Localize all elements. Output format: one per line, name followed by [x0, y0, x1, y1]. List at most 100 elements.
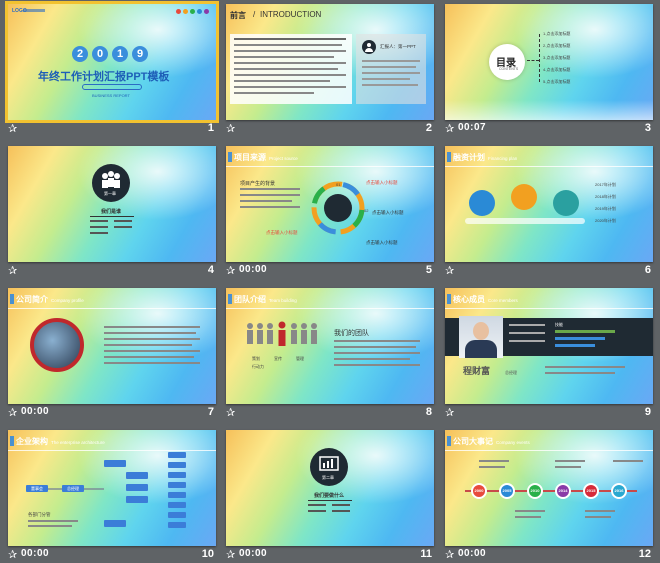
plan-item: 2017年计划	[595, 182, 616, 187]
slide-number: 3	[644, 122, 651, 134]
slide-header: 公司简介 Company profile	[16, 295, 84, 304]
slide-timing: 00:07	[458, 122, 487, 133]
toc-item: 2.点击添加标题	[543, 43, 571, 48]
reporter-label: 汇报人：第一PPT	[380, 44, 416, 49]
slide-thumbnail-10[interactable]: 企业架构 The enterprise architecture 董事会 总经理 …	[8, 430, 216, 562]
slide-number: 5	[425, 264, 432, 276]
ring-num: 01	[336, 182, 341, 187]
slide-thumbnail-2[interactable]: 前言 / INTRODUCTION 汇报人：第一PPT ✰ 2	[226, 4, 434, 136]
star-icon: ✰	[8, 549, 18, 561]
slide-thumbnail-5[interactable]: 项目来源 Project source 项目产生的背景 01 02 点击输入小标题…	[226, 146, 434, 278]
timeline-node: 2005	[499, 483, 515, 499]
org-leaf	[168, 512, 186, 518]
slide-timing: 00:00	[21, 406, 50, 417]
slide-thumbnail-9[interactable]: 核心成员 Core members 技能 程财富 总经理 ✰ 9	[445, 288, 653, 420]
star-icon: ✰	[445, 123, 455, 135]
slide-preview[interactable]: 核心成员 Core members 技能 程财富 总经理	[445, 288, 653, 404]
chart-icon	[319, 456, 339, 471]
header-mark	[10, 436, 14, 446]
slide-number: 7	[207, 406, 214, 418]
org-dept	[126, 484, 148, 491]
chapter-label: 第二章	[322, 475, 334, 480]
role-item: 宣传	[274, 356, 282, 361]
slide-subtitle: BUSINESS REPORT	[92, 93, 130, 98]
slide-preview[interactable]: 第二章 我们要做什么	[226, 430, 434, 546]
org-dept	[104, 520, 126, 527]
slide-header: 团队介绍 Team building	[234, 295, 297, 304]
title-pill	[82, 84, 142, 90]
timeline-node: 2000	[471, 483, 487, 499]
role-item: 策划	[252, 356, 260, 361]
toc-item: 1.点击添加标题	[543, 31, 571, 36]
toc-circle: 目录 CONTENTS	[489, 44, 525, 80]
slide-thumbnail-11[interactable]: 第二章 我们要做什么 ✰ 00:00 11	[226, 430, 434, 562]
header-mark	[228, 152, 232, 162]
header-mark	[228, 294, 232, 304]
slide-header: 项目来源 Project source	[234, 153, 298, 162]
star-icon: ✰	[8, 265, 18, 277]
slide-number: 8	[425, 406, 432, 418]
org-leaf	[168, 492, 186, 498]
timeline-node: 2010	[527, 483, 543, 499]
slide-number: 10	[201, 548, 214, 560]
intro-text-box	[230, 34, 352, 104]
star-icon: ✰	[226, 549, 236, 561]
ring-item: 点击输入小标题	[366, 180, 398, 185]
timeline-line	[465, 490, 637, 492]
chapter-caption: 我们是谁	[101, 209, 122, 215]
chapter-circle: 第二章	[310, 448, 348, 486]
slide-thumbnail-1[interactable]: LOGO 2 0 1 9 年终工作计划汇报PPT模板 BUSINESS REPO…	[5, 1, 219, 136]
user-icon	[362, 40, 376, 54]
intro-title-en: INTRODUCTION	[260, 10, 322, 19]
slide-preview[interactable]: 团队介绍 Team building 策划 宣传 管理 行动力 我们的团队	[226, 288, 434, 404]
intro-title-cn: 前言	[230, 11, 246, 20]
slide-thumbnail-7[interactable]: 公司简介 Company profile ✰ 00:00 7	[8, 288, 216, 420]
toc-title: 目录	[496, 58, 516, 69]
chapter-circle: 第一章	[92, 164, 130, 202]
org-leaf	[168, 452, 186, 458]
slide-number: 11	[420, 548, 432, 560]
slide-preview[interactable]: LOGO 2 0 1 9 年终工作计划汇报PPT模板 BUSINESS REPO…	[5, 1, 219, 123]
chapter-caption: 我们要做什么	[314, 493, 345, 499]
slide-preview[interactable]: 第一章 我们是谁	[8, 146, 216, 262]
slide-preview[interactable]: 企业架构 The enterprise architecture 董事会 总经理 …	[8, 430, 216, 546]
team-title: 我们的团队	[334, 330, 369, 337]
slide-timing: 00:00	[239, 548, 268, 559]
slide-thumbnail-8[interactable]: 团队介绍 Team building 策划 宣传 管理 行动力 我们的团队 ✰ 8	[226, 288, 434, 420]
member-name: 程财富	[463, 366, 491, 376]
org-leaf	[168, 462, 186, 468]
slide-timing: 00:00	[21, 548, 50, 559]
slide-thumbnail-6[interactable]: 融资计划 Financing plan 2017年计划 2018年计划 2019年…	[445, 146, 653, 278]
plan-item: 2018年计划	[595, 194, 616, 199]
slide-preview[interactable]: 项目来源 Project source 项目产生的背景 01 02 点击输入小标题…	[226, 146, 434, 262]
dept-caption: 各部门分管	[28, 512, 51, 517]
ring-item: 点击输入小标题	[372, 210, 404, 215]
slide-header: 融资计划 Financing plan	[453, 153, 518, 162]
toc-item: 4.点击添加标题	[543, 67, 571, 72]
role-item: 管理	[296, 356, 304, 361]
logo-text: LOGO	[12, 8, 27, 14]
ring-num: 02	[364, 208, 369, 213]
team-figures	[247, 321, 317, 346]
timeline-node: 2015	[583, 483, 599, 499]
plan-drop-1	[469, 190, 495, 216]
slide-preview[interactable]: 公司大事记 Company events 2000 2005 2010 2014 2015…	[445, 430, 653, 546]
slide-preview[interactable]: 目录 CONTENTS 1.点击添加标题 2.点击添加标题 3.点击添加标题 4…	[445, 4, 653, 120]
star-icon: ✰	[226, 265, 236, 277]
header-mark	[447, 436, 451, 446]
slide-thumbnail-3[interactable]: 目录 CONTENTS 1.点击添加标题 2.点击添加标题 3.点击添加标题 4…	[445, 4, 653, 136]
toc-vline	[539, 34, 540, 82]
toc-item: 5.点击添加标题	[543, 79, 571, 84]
intro-title-sep: /	[253, 10, 256, 19]
slide-thumbnail-12[interactable]: 公司大事记 Company events 2000 2005 2010 2014 2015…	[445, 430, 653, 562]
slide-preview[interactable]: 融资计划 Financing plan 2017年计划 2018年计划 2019年…	[445, 146, 653, 262]
org-leaf	[168, 472, 186, 478]
toc-connector	[527, 60, 539, 61]
slide-preview[interactable]: 公司简介 Company profile	[8, 288, 216, 404]
slide-number: 1	[207, 122, 214, 134]
slide-thumbnail-4[interactable]: 第一章 我们是谁 ✰ 4	[8, 146, 216, 278]
member-position: 总经理	[505, 370, 517, 375]
slide-preview[interactable]: 前言 / INTRODUCTION 汇报人：第一PPT	[226, 4, 434, 120]
star-icon: ✰	[445, 265, 455, 277]
company-photo	[30, 318, 84, 372]
